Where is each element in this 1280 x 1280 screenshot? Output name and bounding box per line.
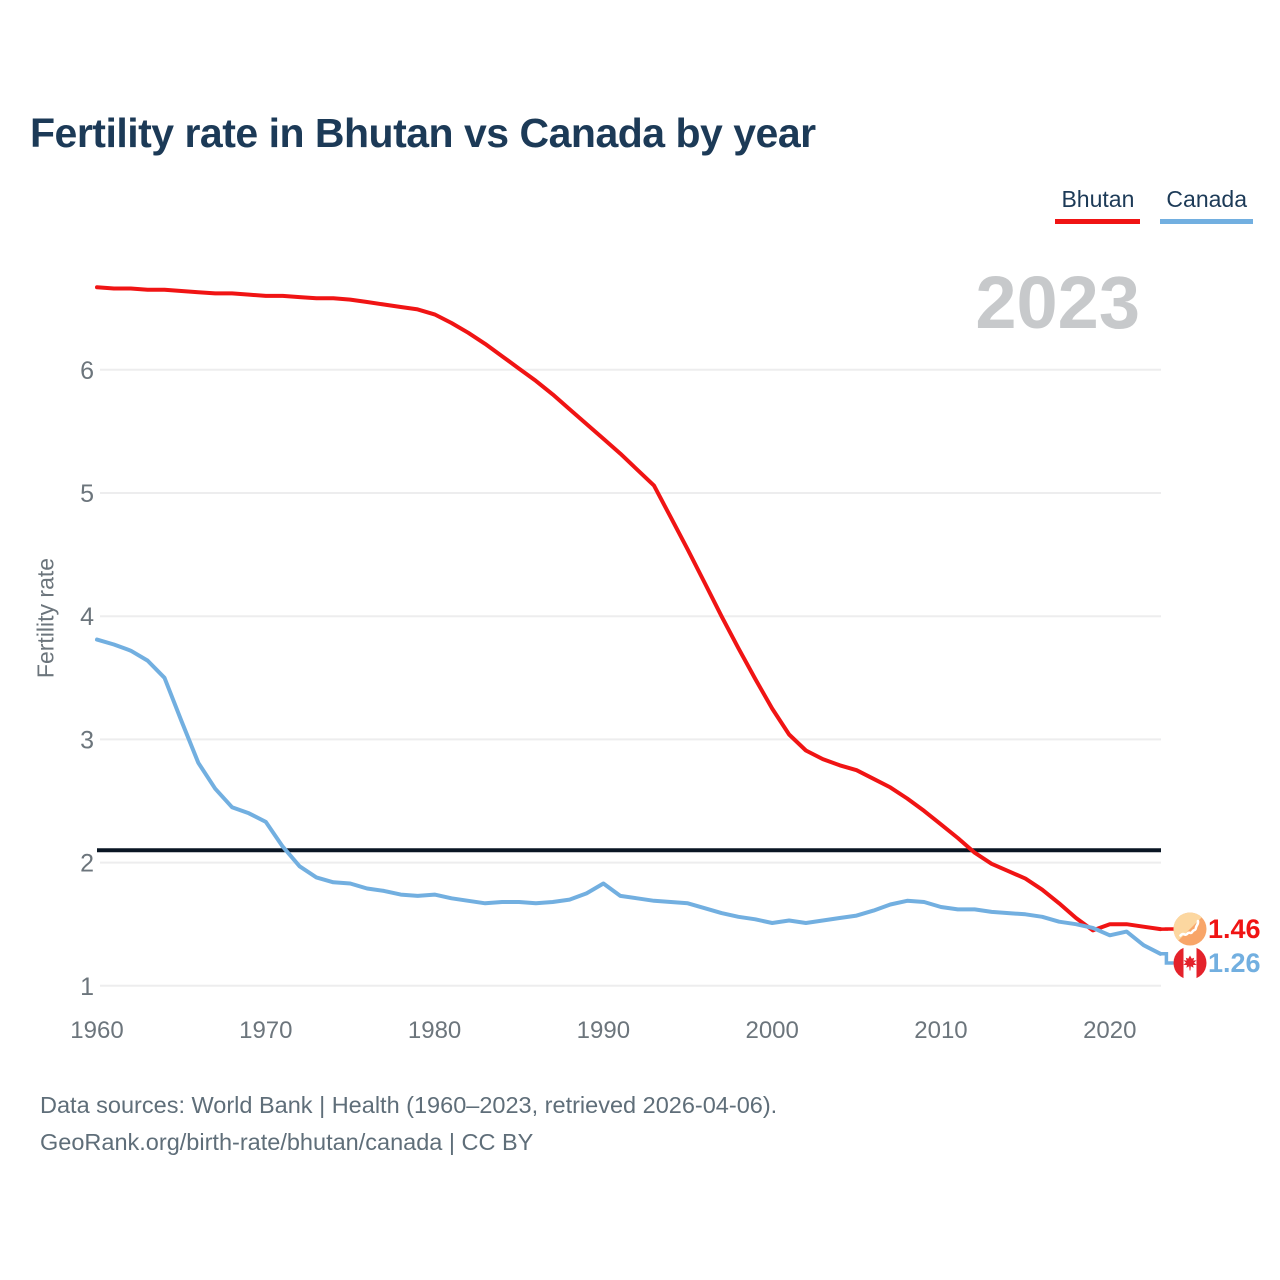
x-tick-label-1990: 1990 bbox=[577, 1017, 630, 1044]
y-tick-label-6: 6 bbox=[80, 357, 94, 385]
legend-item-canada[interactable]: Canada bbox=[1160, 186, 1253, 224]
tick-labels-layer: 1 2 3 4 5 6 1960 1970 1980 1990 2000 2010 2020 bbox=[70, 357, 1136, 1044]
end-connector-canada bbox=[1160, 952, 1174, 965]
x-tick-label-2020: 2020 bbox=[1083, 1017, 1136, 1044]
y-tick-label-1: 1 bbox=[80, 973, 94, 1001]
page-title: Fertility rate in Bhutan vs Canada by ye… bbox=[30, 110, 816, 156]
canada-flag-icon bbox=[1173, 946, 1207, 980]
footer: Data sources: World Bank | Health (1960–… bbox=[40, 1087, 777, 1161]
series-line-bhutan bbox=[95, 285, 1163, 933]
series-line-canada bbox=[95, 637, 1163, 956]
y-tick-label-2: 2 bbox=[80, 850, 94, 878]
y-tick-label-4: 4 bbox=[80, 603, 94, 631]
maple-leaf-icon bbox=[1183, 955, 1197, 971]
x-tick-label-2010: 2010 bbox=[914, 1017, 967, 1044]
series-layer bbox=[95, 285, 1174, 965]
gridlines-layer bbox=[100, 368, 1161, 987]
bhutan-flag-icon bbox=[1173, 912, 1207, 946]
legend-label-canada: Canada bbox=[1166, 186, 1247, 212]
x-tick-label-2000: 2000 bbox=[745, 1017, 798, 1044]
x-tick-label-1980: 1980 bbox=[408, 1017, 461, 1044]
data-sources-line: Data sources: World Bank | Health (1960–… bbox=[40, 1092, 778, 1118]
attribution-line: GeoRank.org/birth-rate/bhutan/canada | C… bbox=[40, 1129, 534, 1155]
watermark-year: 2023 bbox=[975, 261, 1140, 344]
legend-item-bhutan[interactable]: Bhutan bbox=[1055, 186, 1141, 224]
end-value-bhutan: 1.46 bbox=[1208, 914, 1261, 944]
y-tick-label-3: 3 bbox=[80, 726, 94, 754]
end-value-canada: 1.26 bbox=[1208, 948, 1261, 978]
legend-label-bhutan: Bhutan bbox=[1061, 186, 1135, 212]
x-tick-label-1960: 1960 bbox=[70, 1017, 123, 1044]
y-tick-label-5: 5 bbox=[80, 480, 94, 508]
legend: Bhutan Canada bbox=[1055, 186, 1253, 224]
x-tick-label-1970: 1970 bbox=[239, 1017, 292, 1044]
